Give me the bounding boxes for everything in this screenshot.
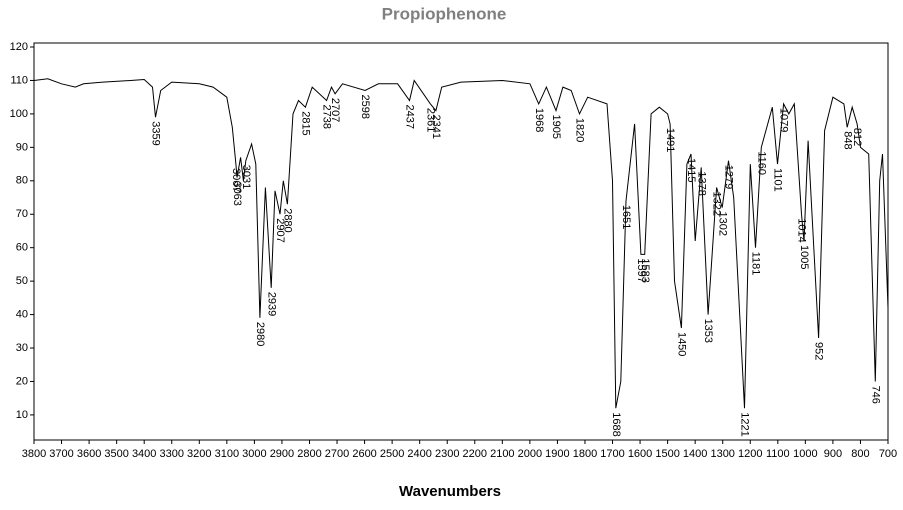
y-tick-label: 20 bbox=[16, 375, 28, 387]
peak-label: 1820 bbox=[574, 118, 586, 142]
peak-label: 1322 bbox=[711, 191, 723, 215]
x-tick-label: 1400 bbox=[683, 448, 707, 460]
x-tick-label: 3600 bbox=[77, 448, 101, 460]
peak-label: 1968 bbox=[533, 108, 545, 132]
peak-label: 2939 bbox=[265, 292, 277, 316]
x-tick-label: 700 bbox=[879, 448, 897, 460]
peak-label: 2707 bbox=[329, 98, 341, 122]
x-tick-label: 2600 bbox=[352, 448, 376, 460]
x-tick-label: 3300 bbox=[159, 448, 183, 460]
peak-label: 2815 bbox=[299, 111, 311, 135]
x-tick-label: 2500 bbox=[380, 448, 404, 460]
peak-label: 1378 bbox=[695, 171, 707, 195]
x-tick-label: 3800 bbox=[22, 448, 46, 460]
x-tick-label: 1800 bbox=[573, 448, 597, 460]
peak-label: 1014 bbox=[796, 218, 808, 242]
y-tick-label: 30 bbox=[16, 342, 28, 354]
y-tick-label: 10 bbox=[16, 409, 28, 421]
peak-label: 1353 bbox=[702, 319, 714, 343]
peak-label: 1450 bbox=[675, 332, 687, 356]
peak-label: 1221 bbox=[739, 412, 751, 436]
peak-label: 812 bbox=[851, 128, 863, 146]
y-tick-label: 120 bbox=[10, 41, 28, 53]
peak-label: 1583 bbox=[639, 258, 651, 282]
x-tick-label: 3100 bbox=[215, 448, 239, 460]
x-tick-label: 1000 bbox=[793, 448, 817, 460]
x-tick-label: 2800 bbox=[297, 448, 321, 460]
peak-label: 3067 bbox=[230, 168, 242, 192]
chart-title: Propiophenone bbox=[382, 4, 507, 23]
x-tick-label: 3500 bbox=[104, 448, 128, 460]
x-tick-label: 3700 bbox=[49, 448, 73, 460]
y-tick-label: 70 bbox=[16, 208, 28, 220]
x-tick-label: 1500 bbox=[655, 448, 679, 460]
x-tick-label: 2700 bbox=[325, 448, 349, 460]
x-tick-label: 800 bbox=[851, 448, 869, 460]
x-axis-label: Wavenumbers bbox=[399, 483, 501, 500]
peak-label: 2980 bbox=[254, 322, 266, 346]
peak-label: 1279 bbox=[723, 165, 735, 189]
y-tick-label: 60 bbox=[16, 242, 28, 254]
peak-label: 1005 bbox=[798, 245, 810, 269]
peak-label: 1160 bbox=[755, 151, 767, 175]
peak-label: 1688 bbox=[610, 412, 622, 436]
y-tick-label: 90 bbox=[16, 141, 28, 153]
peak-label: 2598 bbox=[359, 94, 371, 118]
peak-label: 2907 bbox=[274, 218, 286, 242]
x-tick-label: 3200 bbox=[187, 448, 211, 460]
x-tick-label: 1700 bbox=[600, 448, 624, 460]
peak-label: 848 bbox=[841, 131, 853, 149]
peak-label: 746 bbox=[869, 385, 881, 403]
y-tick-label: 110 bbox=[10, 74, 28, 86]
peak-label: 1181 bbox=[750, 252, 762, 276]
peak-label: 1302 bbox=[716, 212, 728, 236]
plot-frame bbox=[33, 42, 889, 441]
peak-label: 2341 bbox=[430, 115, 442, 139]
x-tick-label: 1900 bbox=[545, 448, 569, 460]
peak-label: 1101 bbox=[772, 168, 784, 192]
peak-label: 1491 bbox=[664, 128, 676, 152]
x-tick-label: 1300 bbox=[710, 448, 734, 460]
x-tick-label: 900 bbox=[824, 448, 842, 460]
x-tick-label: 3400 bbox=[132, 448, 156, 460]
y-tick-label: 100 bbox=[10, 108, 28, 120]
peak-label: 2361 bbox=[425, 108, 437, 132]
x-tick-label: 1200 bbox=[738, 448, 762, 460]
peak-label: 1415 bbox=[685, 158, 697, 182]
peak-label: 2738 bbox=[321, 105, 333, 129]
x-tick-label: 1600 bbox=[628, 448, 652, 460]
spectrum-line bbox=[33, 78, 889, 409]
x-tick-label: 2100 bbox=[490, 448, 514, 460]
peak-label: 3063 bbox=[231, 181, 243, 205]
y-tick-label: 80 bbox=[16, 175, 28, 187]
peak-label: 1079 bbox=[778, 108, 790, 132]
x-tick-label: 3000 bbox=[242, 448, 266, 460]
x-tick-label: 2000 bbox=[518, 448, 542, 460]
x-tick-label: 1100 bbox=[766, 448, 790, 460]
peak-label: 2437 bbox=[404, 105, 416, 129]
peak-label: 2880 bbox=[282, 208, 294, 232]
peak-label: 1597 bbox=[635, 258, 647, 282]
x-tick-label: 2400 bbox=[407, 448, 431, 460]
peak-label: 1651 bbox=[620, 205, 632, 229]
x-tick-label: 2300 bbox=[435, 448, 459, 460]
peak-label: 952 bbox=[813, 342, 825, 360]
peak-label: 3359 bbox=[150, 121, 162, 145]
peak-label: 3031 bbox=[240, 165, 252, 189]
y-tick-label: 50 bbox=[16, 275, 28, 287]
x-tick-label: 2200 bbox=[463, 448, 487, 460]
peak-label: 1905 bbox=[550, 115, 562, 139]
x-tick-label: 2900 bbox=[270, 448, 294, 460]
y-tick-label: 40 bbox=[16, 308, 28, 320]
